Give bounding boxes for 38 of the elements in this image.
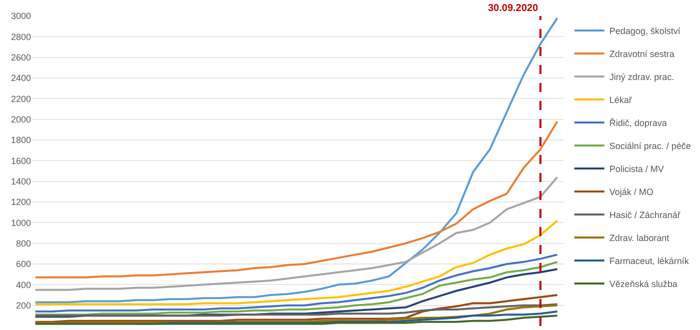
line-series (34, 303, 558, 317)
legend-label: Pedagog, školství (609, 26, 681, 36)
y-tick-label: 400 (16, 280, 31, 290)
legend-label: Zdrav. laborant (609, 233, 670, 244)
legend-label: Jiný zdrav. prac. (609, 72, 674, 82)
y-tick-label: 200 (16, 300, 31, 310)
legend-label: Sociální prac. / péče (609, 141, 691, 152)
legend-label: Voják / MO (609, 187, 654, 198)
legend-label: Policista / MV (609, 164, 664, 174)
line-series (34, 120, 558, 278)
legend-label: Lékař (609, 95, 633, 106)
legend-label: Vězeňská služba (609, 279, 678, 290)
y-tick-label: 2600 (10, 52, 31, 62)
legend-label: Farmaceut, lékárník (609, 256, 690, 266)
y-tick-label: 2200 (10, 94, 31, 104)
y-tick-label: 1200 (10, 197, 31, 208)
y-tick-label: 1800 (10, 135, 31, 146)
line-series (34, 254, 558, 313)
y-tick-label: 1000 (10, 218, 31, 228)
line-series (34, 294, 558, 323)
legend-label: Hasič / Záchranář (609, 210, 682, 220)
text: 30.09.2020 (488, 3, 538, 14)
y-tick-label: 1600 (10, 156, 31, 166)
line-series (34, 220, 558, 306)
line-series (34, 314, 558, 325)
y-tick-label: 600 (16, 259, 31, 270)
y-tick-label: 2000 (10, 114, 31, 124)
y-tick-label: 2800 (10, 32, 31, 42)
line-series (34, 17, 558, 304)
line-series (34, 176, 558, 291)
legend-label: Řidič, doprava (609, 118, 667, 128)
y-tick-label: 800 (16, 238, 31, 248)
legend-label: Zdravotní sestra (609, 49, 674, 60)
y-tick-label: 2400 (10, 73, 31, 84)
y-tick-label: 1400 (10, 176, 31, 186)
line-series (34, 304, 558, 324)
y-tick-label: 3000 (10, 11, 31, 22)
line-series (34, 260, 558, 316)
